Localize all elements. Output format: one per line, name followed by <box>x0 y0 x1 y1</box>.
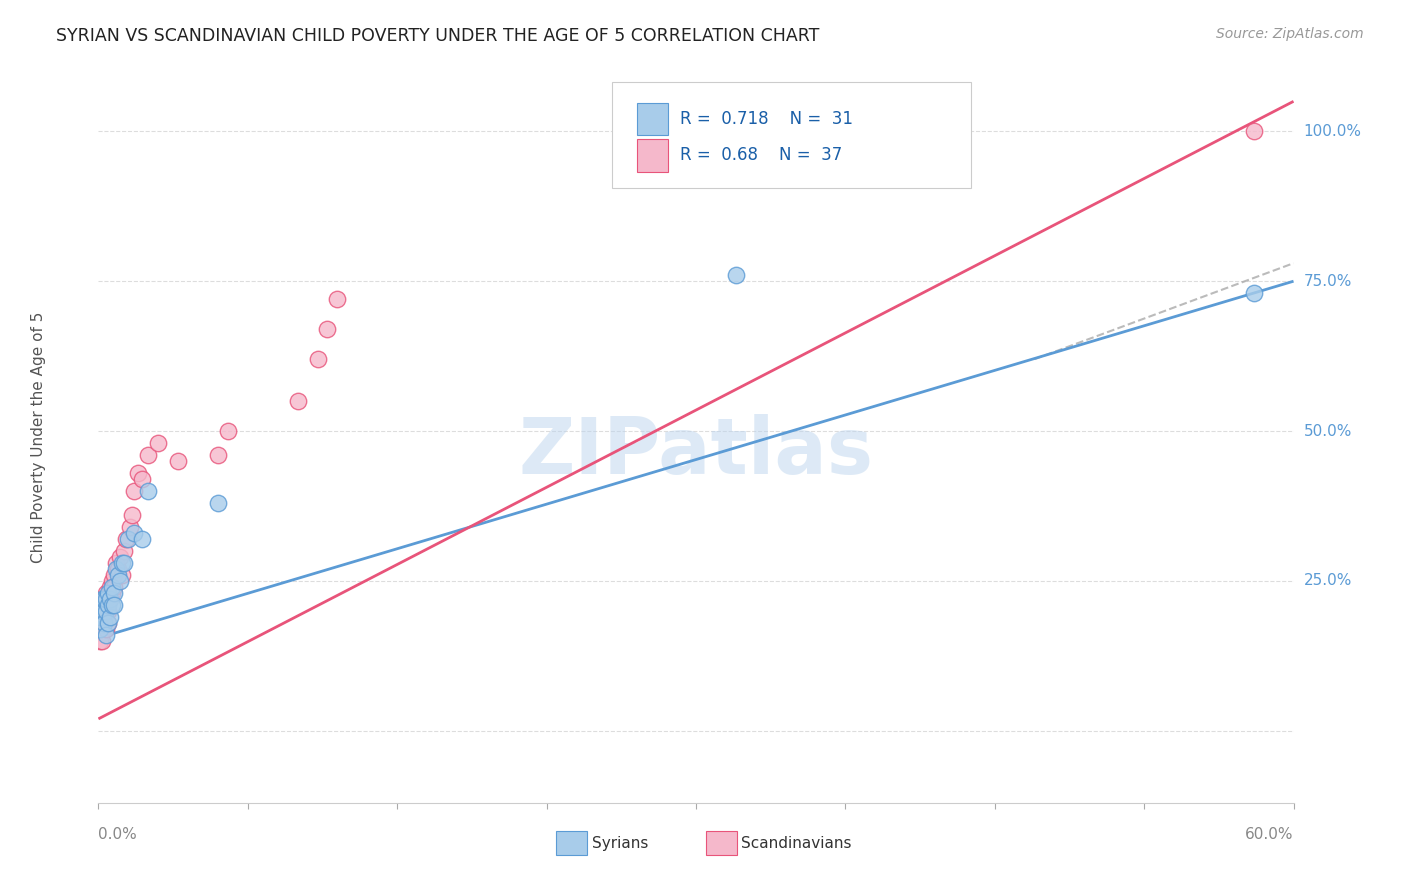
Point <box>91 634 114 648</box>
Point <box>131 472 153 486</box>
Point <box>96 628 118 642</box>
Point <box>115 532 138 546</box>
Point <box>307 352 329 367</box>
Text: Scandinavians: Scandinavians <box>741 836 852 851</box>
Point <box>101 586 124 600</box>
Point <box>207 448 229 462</box>
Point <box>110 574 132 588</box>
Point <box>107 562 129 576</box>
Point <box>97 604 120 618</box>
Point <box>112 544 135 558</box>
Point <box>217 424 239 438</box>
Point <box>103 580 125 594</box>
Point <box>105 562 128 576</box>
FancyBboxPatch shape <box>557 830 588 855</box>
Point <box>131 532 153 546</box>
Point <box>207 496 229 510</box>
Point <box>101 574 124 588</box>
Text: 50.0%: 50.0% <box>1303 424 1351 439</box>
Point <box>96 586 118 600</box>
Point <box>117 532 139 546</box>
Point <box>98 591 122 606</box>
Text: 75.0%: 75.0% <box>1303 274 1351 289</box>
Point <box>124 483 146 498</box>
Point <box>93 604 115 618</box>
Point <box>89 622 111 636</box>
Point <box>97 598 120 612</box>
Point <box>98 580 122 594</box>
Point <box>127 466 149 480</box>
Point <box>96 591 118 606</box>
Point <box>167 454 190 468</box>
Point <box>107 568 129 582</box>
Point <box>120 520 142 534</box>
Point <box>103 598 125 612</box>
Point <box>91 615 114 630</box>
Point <box>148 436 170 450</box>
Point <box>110 549 132 564</box>
Point <box>93 604 115 618</box>
Point <box>89 634 111 648</box>
Point <box>121 508 143 522</box>
Text: 100.0%: 100.0% <box>1303 124 1361 139</box>
Point <box>89 622 111 636</box>
Point <box>96 622 118 636</box>
Point <box>111 568 134 582</box>
Point <box>136 483 159 498</box>
Point <box>287 394 309 409</box>
Point <box>97 615 120 630</box>
Point <box>97 586 120 600</box>
Point <box>89 610 111 624</box>
Point <box>96 604 118 618</box>
Point <box>93 591 115 606</box>
Text: Child Poverty Under the Age of 5: Child Poverty Under the Age of 5 <box>31 311 46 563</box>
Point <box>112 556 135 570</box>
Point <box>101 580 124 594</box>
Point <box>93 615 115 630</box>
FancyBboxPatch shape <box>613 82 972 188</box>
Text: R =  0.68    N =  37: R = 0.68 N = 37 <box>681 146 842 164</box>
Point <box>103 586 125 600</box>
Point <box>326 292 349 306</box>
Point <box>1243 286 1265 301</box>
Point <box>101 598 124 612</box>
Point <box>111 556 134 570</box>
Point <box>724 268 747 283</box>
FancyBboxPatch shape <box>706 830 737 855</box>
Point <box>316 322 339 336</box>
Point <box>91 591 114 606</box>
Point <box>103 568 125 582</box>
Text: R =  0.718    N =  31: R = 0.718 N = 31 <box>681 110 853 128</box>
Text: SYRIAN VS SCANDINAVIAN CHILD POVERTY UNDER THE AGE OF 5 CORRELATION CHART: SYRIAN VS SCANDINAVIAN CHILD POVERTY UND… <box>56 27 820 45</box>
FancyBboxPatch shape <box>637 139 668 171</box>
Point <box>124 526 146 541</box>
Text: 25.0%: 25.0% <box>1303 574 1351 589</box>
Text: 60.0%: 60.0% <box>1246 827 1294 842</box>
Point <box>1243 124 1265 138</box>
Text: ZIPatlas: ZIPatlas <box>519 414 873 490</box>
Point <box>93 591 115 606</box>
Text: Syrians: Syrians <box>592 836 648 851</box>
Point <box>136 448 159 462</box>
Text: 0.0%: 0.0% <box>98 827 138 842</box>
Point <box>97 615 120 630</box>
Text: Source: ZipAtlas.com: Source: ZipAtlas.com <box>1216 27 1364 41</box>
Point <box>105 556 128 570</box>
Point <box>91 604 114 618</box>
Point <box>98 610 122 624</box>
FancyBboxPatch shape <box>637 103 668 135</box>
Point <box>98 591 122 606</box>
